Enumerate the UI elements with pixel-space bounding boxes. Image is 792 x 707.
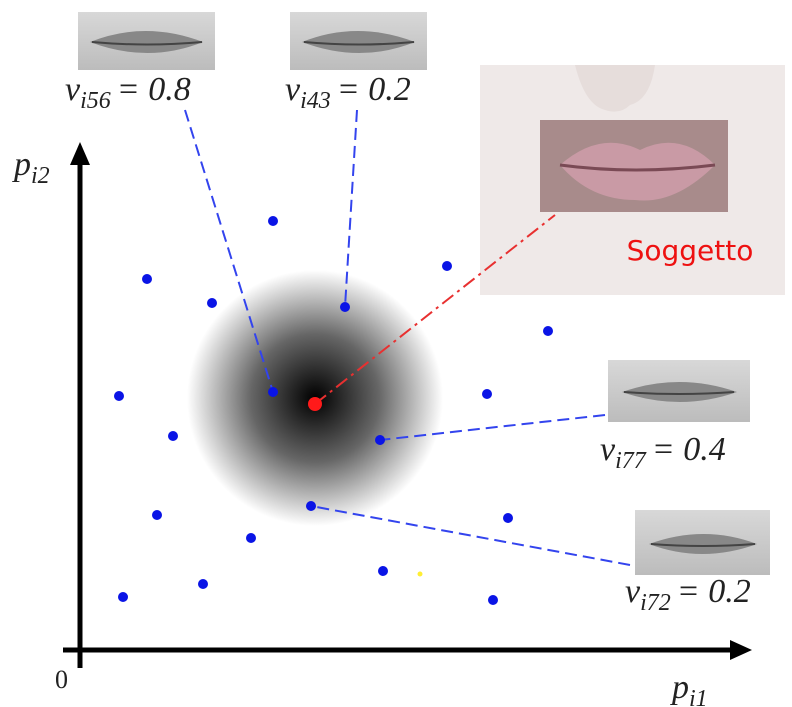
weight-label: vi56= 0.8 xyxy=(65,71,191,114)
subscript: i1 xyxy=(689,686,708,707)
subscript: i56 xyxy=(80,88,111,114)
x-axis-label: pi1 xyxy=(670,669,708,707)
suffix: = 0.2 xyxy=(677,573,751,610)
leader-line xyxy=(311,506,630,565)
base: p xyxy=(12,146,31,183)
weight-label: vi43= 0.2 xyxy=(285,71,411,114)
diagram: 0 pi2 pi1 Soggetto vi56= 0.8 vi43= 0.2 v… xyxy=(0,0,792,707)
base: v xyxy=(65,71,81,108)
suffix: = 0.8 xyxy=(117,71,191,108)
base: v xyxy=(625,573,641,610)
base: v xyxy=(600,431,616,468)
origin: 0 xyxy=(55,665,68,694)
y-arrow xyxy=(70,142,90,165)
subscript: i77 xyxy=(615,448,647,474)
y-axis-label: pi2 xyxy=(12,146,50,189)
base: v xyxy=(285,71,301,108)
subject-point xyxy=(308,397,322,411)
subject-photo: Soggetto xyxy=(480,65,785,295)
base: p xyxy=(670,669,689,706)
subscript: i43 xyxy=(300,88,331,114)
x-arrow xyxy=(730,640,752,660)
suffix: = 0.4 xyxy=(652,431,726,468)
subscript: i2 xyxy=(31,163,50,189)
weight-label: vi72= 0.2 xyxy=(625,573,751,616)
subject-label: Soggetto xyxy=(627,234,754,267)
weight-label: vi77= 0.4 xyxy=(600,431,726,474)
subscript: i72 xyxy=(640,590,671,616)
suffix: = 0.2 xyxy=(337,71,411,108)
